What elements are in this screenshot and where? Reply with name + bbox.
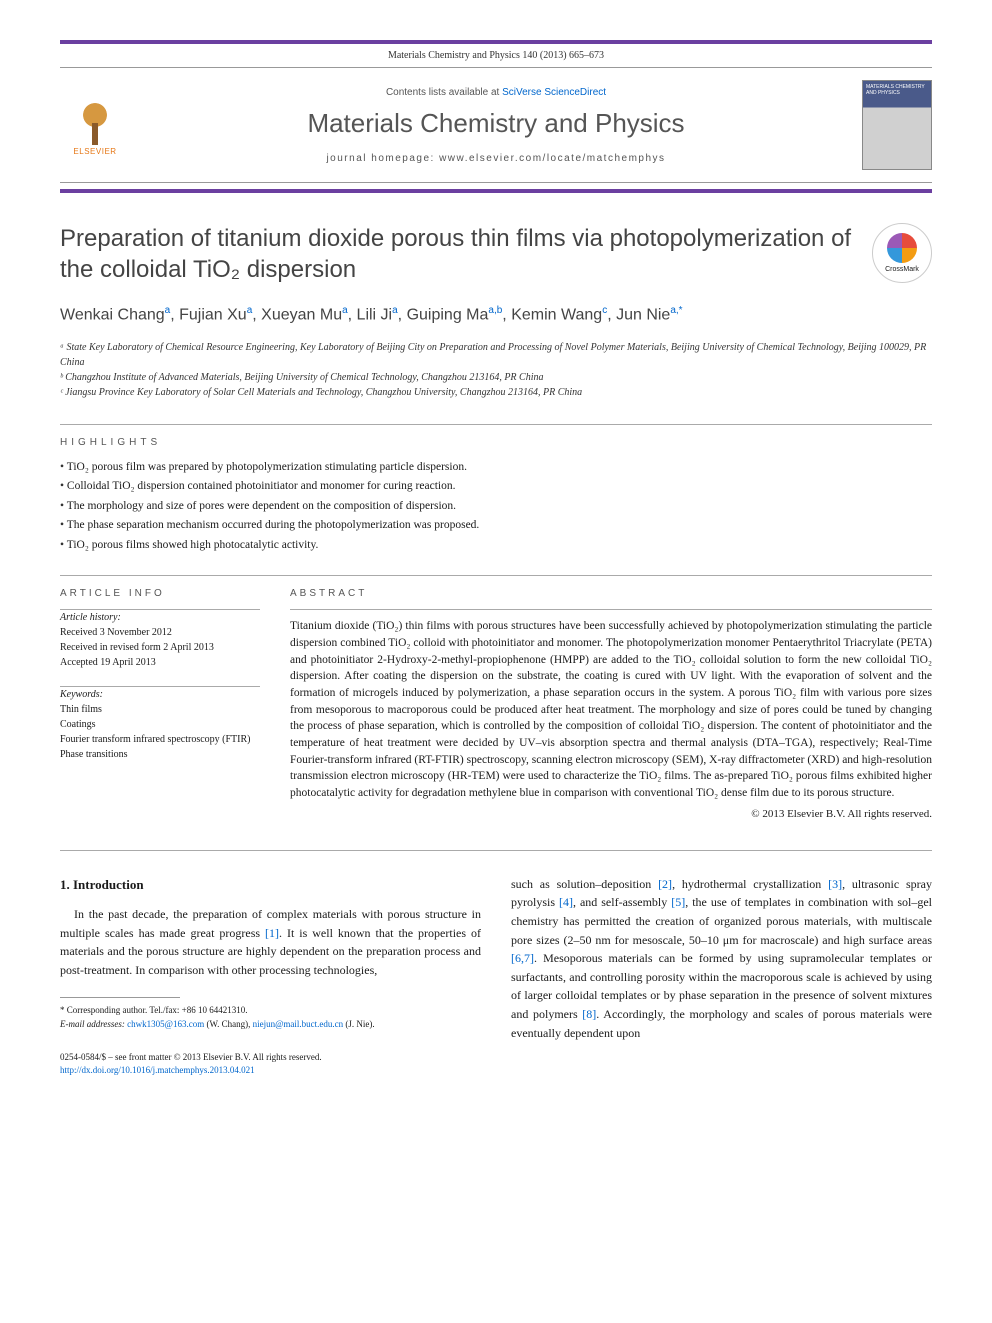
keyword-item: Phase transitions xyxy=(60,747,260,762)
homepage-url[interactable]: www.elsevier.com/locate/matchemphys xyxy=(439,153,665,164)
crossmark-label: CrossMark xyxy=(885,266,919,273)
affiliation: ᵇ Changzhou Institute of Advanced Materi… xyxy=(60,370,932,385)
intro-para-2: such as solution–deposition [2], hydroth… xyxy=(511,875,932,1042)
doi-link[interactable]: http://dx.doi.org/10.1016/j.matchemphys.… xyxy=(60,1064,481,1077)
ref-link[interactable]: [6,7] xyxy=(511,951,534,965)
divider xyxy=(60,850,932,851)
journal-header: ELSEVIER Contents lists available at Sci… xyxy=(60,67,932,183)
email-1-name: (W. Chang), xyxy=(206,1019,250,1029)
homepage-prefix: journal homepage: xyxy=(326,153,439,164)
intro-para-1: In the past decade, the preparation of c… xyxy=(60,905,481,979)
keywords-block: Keywords: Thin filmsCoatingsFourier tran… xyxy=(60,687,260,762)
cover-text: MATERIALS CHEMISTRY AND PHYSICS xyxy=(866,84,925,96)
abstract-copyright: © 2013 Elsevier B.V. All rights reserved… xyxy=(290,808,932,820)
accepted-date: Accepted 19 April 2013 xyxy=(60,655,260,670)
ref-link[interactable]: [8] xyxy=(582,1007,596,1021)
keyword-item: Coatings xyxy=(60,717,260,732)
crossmark-badge[interactable]: CrossMark xyxy=(872,223,932,283)
journal-cover-thumbnail[interactable]: MATERIALS CHEMISTRY AND PHYSICS xyxy=(862,80,932,170)
highlights-list: TiO₂ porous film was prepared by photopo… xyxy=(60,458,932,556)
contents-prefix: Contents lists available at xyxy=(386,87,502,98)
ref-link[interactable]: [1] xyxy=(265,926,279,940)
keyword-item: Thin films xyxy=(60,702,260,717)
abstract-column: ABSTRACT Titanium dioxide (TiO₂) thin fi… xyxy=(290,576,932,819)
email-line: E-mail addresses: chwk1305@163.com (W. C… xyxy=(60,1018,481,1032)
page-container: Materials Chemistry and Physics 140 (201… xyxy=(0,0,992,1117)
email-label: E-mail addresses: xyxy=(60,1019,125,1029)
article-info-label: ARTICLE INFO xyxy=(60,576,260,609)
divider xyxy=(290,609,932,610)
issn-line: 0254-0584/$ – see front matter © 2013 El… xyxy=(60,1051,481,1064)
highlights-label: HIGHLIGHTS xyxy=(60,425,932,458)
received-date: Received 3 November 2012 xyxy=(60,625,260,640)
title-row: Preparation of titanium dioxide porous t… xyxy=(60,223,932,285)
email-2-name: (J. Nie). xyxy=(345,1019,374,1029)
affiliation: ᵃ State Key Laboratory of Chemical Resou… xyxy=(60,340,932,370)
affiliations-block: ᵃ State Key Laboratory of Chemical Resou… xyxy=(60,340,932,400)
email-2[interactable]: niejun@mail.buct.edu.cn xyxy=(253,1019,344,1029)
keywords-label: Keywords: xyxy=(60,687,260,702)
footnote-separator xyxy=(60,997,180,998)
footer-block: 0254-0584/$ – see front matter © 2013 El… xyxy=(60,1051,481,1076)
article-title: Preparation of titanium dioxide porous t… xyxy=(60,223,852,285)
ref-link[interactable]: [3] xyxy=(828,877,842,891)
publisher-name: ELSEVIER xyxy=(73,147,116,156)
homepage-line: journal homepage: www.elsevier.com/locat… xyxy=(130,153,862,164)
highlight-item: TiO₂ porous film was prepared by photopo… xyxy=(60,458,932,478)
body-column-left: 1. Introduction In the past decade, the … xyxy=(60,875,481,1077)
ref-link[interactable]: [2] xyxy=(658,877,672,891)
journal-name: Materials Chemistry and Physics xyxy=(130,108,862,139)
citation-line: Materials Chemistry and Physics 140 (201… xyxy=(60,50,932,61)
abstract-label: ABSTRACT xyxy=(290,576,932,609)
contents-line: Contents lists available at SciVerse Sci… xyxy=(130,87,862,98)
info-abstract-row: ARTICLE INFO Article history: Received 3… xyxy=(60,576,932,819)
abstract-text: Titanium dioxide (TiO₂) thin films with … xyxy=(290,618,932,801)
elsevier-logo[interactable]: ELSEVIER xyxy=(60,85,130,165)
article-info-column: ARTICLE INFO Article history: Received 3… xyxy=(60,576,260,819)
top-accent-bar xyxy=(60,40,932,44)
revised-date: Received in revised form 2 April 2013 xyxy=(60,640,260,655)
keyword-item: Fourier transform infrared spectroscopy … xyxy=(60,732,260,747)
sciencedirect-link[interactable]: SciVerse ScienceDirect xyxy=(502,87,606,98)
body-column-right: such as solution–deposition [2], hydroth… xyxy=(511,875,932,1077)
highlight-item: TiO₂ porous films showed high photocatal… xyxy=(60,536,932,556)
ref-link[interactable]: [5] xyxy=(671,895,685,909)
crossmark-icon xyxy=(887,233,917,263)
body-columns: 1. Introduction In the past decade, the … xyxy=(60,875,932,1077)
highlight-item: The phase separation mechanism occurred … xyxy=(60,516,932,536)
highlight-item: The morphology and size of pores were de… xyxy=(60,497,932,517)
affiliation: ᶜ Jiangsu Province Key Laboratory of Sol… xyxy=(60,385,932,400)
highlight-item: Colloidal TiO₂ dispersion contained phot… xyxy=(60,477,932,497)
corresponding-footnote: * Corresponding author. Tel./fax: +86 10… xyxy=(60,1004,481,1031)
history-label: Article history: xyxy=(60,610,260,625)
intro-heading: 1. Introduction xyxy=(60,875,481,895)
email-1[interactable]: chwk1305@163.com xyxy=(127,1019,204,1029)
article-history-block: Article history: Received 3 November 201… xyxy=(60,610,260,670)
ref-link[interactable]: [4] xyxy=(559,895,573,909)
bottom-accent-bar xyxy=(60,189,932,193)
elsevier-tree-icon xyxy=(70,95,120,145)
header-center: Contents lists available at SciVerse Sci… xyxy=(130,87,862,164)
authors-list: Wenkai Changa, Fujian Xua, Xueyan Mua, L… xyxy=(60,303,932,327)
corresponding-line: * Corresponding author. Tel./fax: +86 10… xyxy=(60,1004,481,1018)
